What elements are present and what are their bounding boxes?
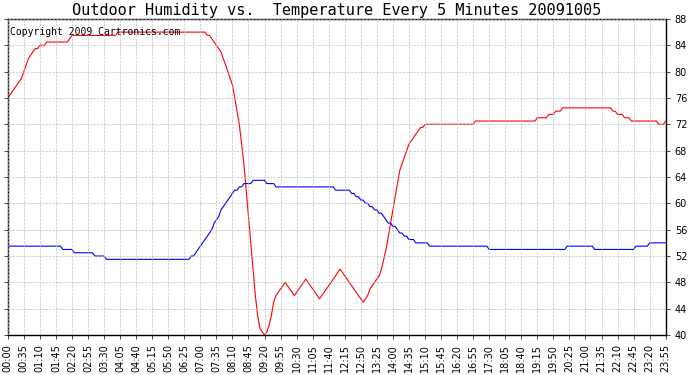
Title: Outdoor Humidity vs.  Temperature Every 5 Minutes 20091005: Outdoor Humidity vs. Temperature Every 5… xyxy=(72,3,602,18)
Text: Copyright 2009 Cartronics.com: Copyright 2009 Cartronics.com xyxy=(10,27,180,37)
